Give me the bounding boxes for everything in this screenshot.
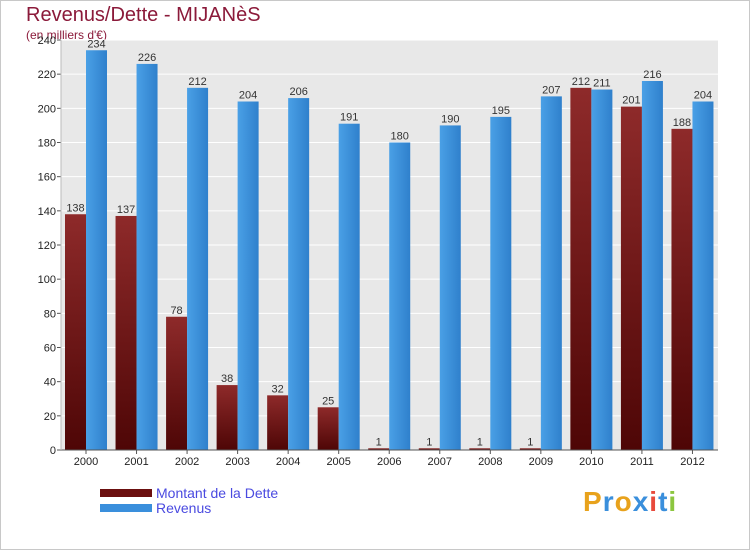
bar-revenus	[540, 96, 562, 450]
x-tick-label: 2003	[225, 456, 249, 468]
chart-subtitle: (en milliers d'€)	[26, 28, 107, 42]
logo-letter: t	[658, 486, 669, 517]
bar-revenus	[187, 87, 209, 450]
bar-dette	[115, 215, 137, 450]
bar-revenus	[641, 81, 663, 450]
logo-letter: o	[614, 486, 633, 517]
bar-dette	[519, 448, 541, 450]
y-tick-label: 180	[38, 138, 56, 150]
bar-dette	[267, 395, 289, 450]
logo-letter: i	[649, 486, 659, 517]
proxiti-logo: Proxiti	[583, 486, 677, 518]
data-label: 78	[170, 305, 182, 317]
logo-letter: P	[583, 486, 603, 517]
bar-revenus	[338, 123, 360, 450]
bar-dette	[368, 448, 390, 450]
data-label: 1	[527, 436, 533, 448]
y-tick-label: 20	[44, 411, 56, 423]
bars: 138 234 137 226 78 212 38 204 32 206 25 191 1 180 1 190…	[65, 38, 714, 451]
data-label: 38	[221, 373, 233, 385]
bar-revenus	[237, 101, 259, 450]
x-tick-label: 2011	[630, 456, 654, 468]
data-label: 204	[694, 90, 712, 102]
legend-label-dette: Montant de la Dette	[156, 485, 279, 501]
x-tick-label: 2010	[579, 456, 603, 468]
data-label: 1	[426, 436, 432, 448]
data-label: 207	[542, 84, 560, 96]
bar-dette	[570, 87, 592, 450]
bar-dette	[418, 448, 440, 450]
data-label: 25	[322, 395, 334, 407]
data-label: 1	[376, 436, 382, 448]
legend-swatch-dette	[100, 489, 152, 497]
y-tick-label: 100	[38, 274, 56, 286]
bar-dette	[166, 316, 188, 450]
y-tick-label: 120	[38, 240, 56, 252]
chart-title: Revenus/Dette - MIJANèS	[26, 4, 261, 26]
data-label: 211	[593, 78, 611, 90]
y-tick-label: 0	[50, 445, 56, 457]
data-label: 234	[87, 38, 105, 50]
data-label: 201	[622, 95, 640, 107]
bar-revenus	[439, 125, 461, 451]
logo-letter: r	[602, 486, 615, 517]
data-label: 216	[643, 69, 661, 81]
x-tick-label: 2009	[529, 456, 553, 468]
y-tick-label: 220	[38, 69, 56, 81]
legend-swatch-revenus	[100, 504, 152, 512]
data-label: 32	[272, 383, 284, 395]
x-axis-ticks: 2000 2001 2002 2003 2004 2005 2006 2007 2008 2009…	[74, 450, 705, 468]
data-label: 212	[572, 76, 590, 88]
legend-label-revenus: Revenus	[156, 500, 212, 516]
x-tick-label: 2004	[276, 456, 300, 468]
y-tick-label: 160	[38, 172, 56, 184]
data-label: 137	[117, 204, 135, 216]
data-label: 195	[492, 105, 510, 117]
data-label: 191	[340, 112, 358, 124]
data-label: 188	[673, 117, 691, 129]
x-tick-label: 2000	[74, 456, 98, 468]
x-tick-label: 2002	[175, 456, 199, 468]
x-tick-label: 2005	[326, 456, 350, 468]
y-tick-label: 200	[38, 103, 56, 115]
data-label: 204	[239, 90, 257, 102]
bar-revenus	[86, 50, 107, 450]
y-axis-ticks: 0 20 40 60 80 100 120 140 160 180 200 220 240	[38, 35, 61, 457]
bar-revenus	[288, 98, 310, 450]
y-tick-label: 240	[38, 35, 56, 47]
data-label: 190	[441, 113, 459, 125]
data-label: 180	[391, 131, 409, 143]
data-label: 1	[477, 436, 483, 448]
bar-dette	[317, 407, 339, 450]
x-tick-label: 2007	[428, 456, 452, 468]
bar-revenus	[136, 63, 158, 451]
bar-dette	[620, 106, 642, 450]
x-tick-label: 2006	[377, 456, 401, 468]
y-tick-label: 140	[38, 206, 56, 218]
data-label: 226	[138, 52, 156, 64]
bar-dette	[671, 128, 693, 451]
bar-dette	[469, 448, 491, 450]
data-label: 138	[66, 202, 84, 214]
bar-dette	[65, 214, 86, 450]
bar-revenus	[591, 89, 613, 451]
data-label: 212	[188, 76, 206, 88]
y-tick-label: 60	[44, 343, 56, 355]
bar-revenus	[490, 116, 512, 450]
bar-revenus	[692, 101, 714, 450]
x-tick-label: 2008	[478, 456, 502, 468]
bar-revenus	[389, 142, 411, 450]
y-tick-label: 40	[44, 377, 56, 389]
data-label: 206	[289, 86, 307, 98]
x-tick-label: 2012	[680, 456, 704, 468]
x-tick-label: 2001	[124, 456, 148, 468]
y-tick-label: 80	[44, 308, 56, 320]
logo-letter: i	[668, 486, 678, 517]
bar-dette	[216, 385, 238, 450]
logo-letter: x	[632, 486, 650, 517]
